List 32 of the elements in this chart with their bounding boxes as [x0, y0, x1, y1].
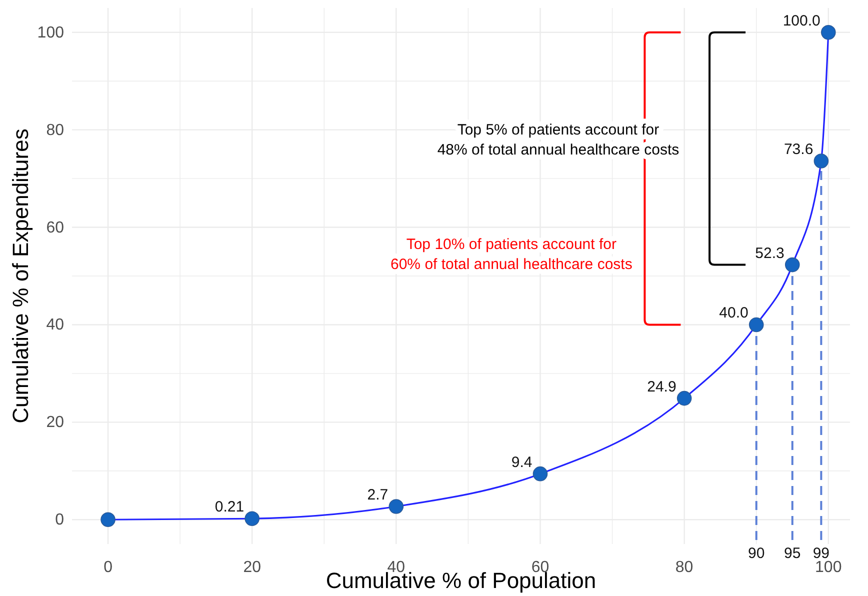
- y-tick-label: 20: [46, 414, 64, 432]
- annotation: Top 10% of patients account for 60% of total annual healthcare costs: [390, 236, 632, 274]
- data-label: 52.3: [755, 244, 784, 262]
- point: [532, 466, 548, 482]
- data-label: 9.4: [511, 454, 532, 471]
- y-tick-label: 40: [46, 316, 64, 334]
- point: [820, 24, 836, 40]
- x-tick-label: 0: [104, 559, 113, 576]
- x-tick-label: 100: [815, 559, 842, 576]
- data-label: 40.0: [719, 304, 748, 322]
- point: [748, 317, 764, 332]
- y-tick-label: 100: [37, 24, 64, 42]
- y-tick-label: 0: [55, 512, 64, 529]
- data-label: 0.21: [214, 498, 244, 516]
- data-label: 24.9: [647, 378, 676, 396]
- data-label: 73.6: [784, 141, 814, 158]
- ref-line-label: 95: [784, 545, 801, 562]
- point: [100, 512, 116, 528]
- x-tick-label: 20: [243, 559, 262, 576]
- y-tick-label: 80: [46, 122, 64, 139]
- data-label: 2.7: [367, 486, 388, 504]
- x-tick-label: 80: [675, 559, 694, 576]
- point: [244, 511, 260, 526]
- ref-line-label: 99: [812, 545, 830, 562]
- y-axis-title: Cumulative % of Expenditures: [8, 128, 33, 424]
- point: [814, 154, 829, 168]
- data-label: 100.0: [782, 12, 820, 30]
- point: [784, 257, 800, 272]
- ref-line-label: 90: [748, 545, 765, 562]
- point: [676, 390, 692, 406]
- y-tick-label: 60: [46, 219, 64, 236]
- point: [388, 499, 404, 514]
